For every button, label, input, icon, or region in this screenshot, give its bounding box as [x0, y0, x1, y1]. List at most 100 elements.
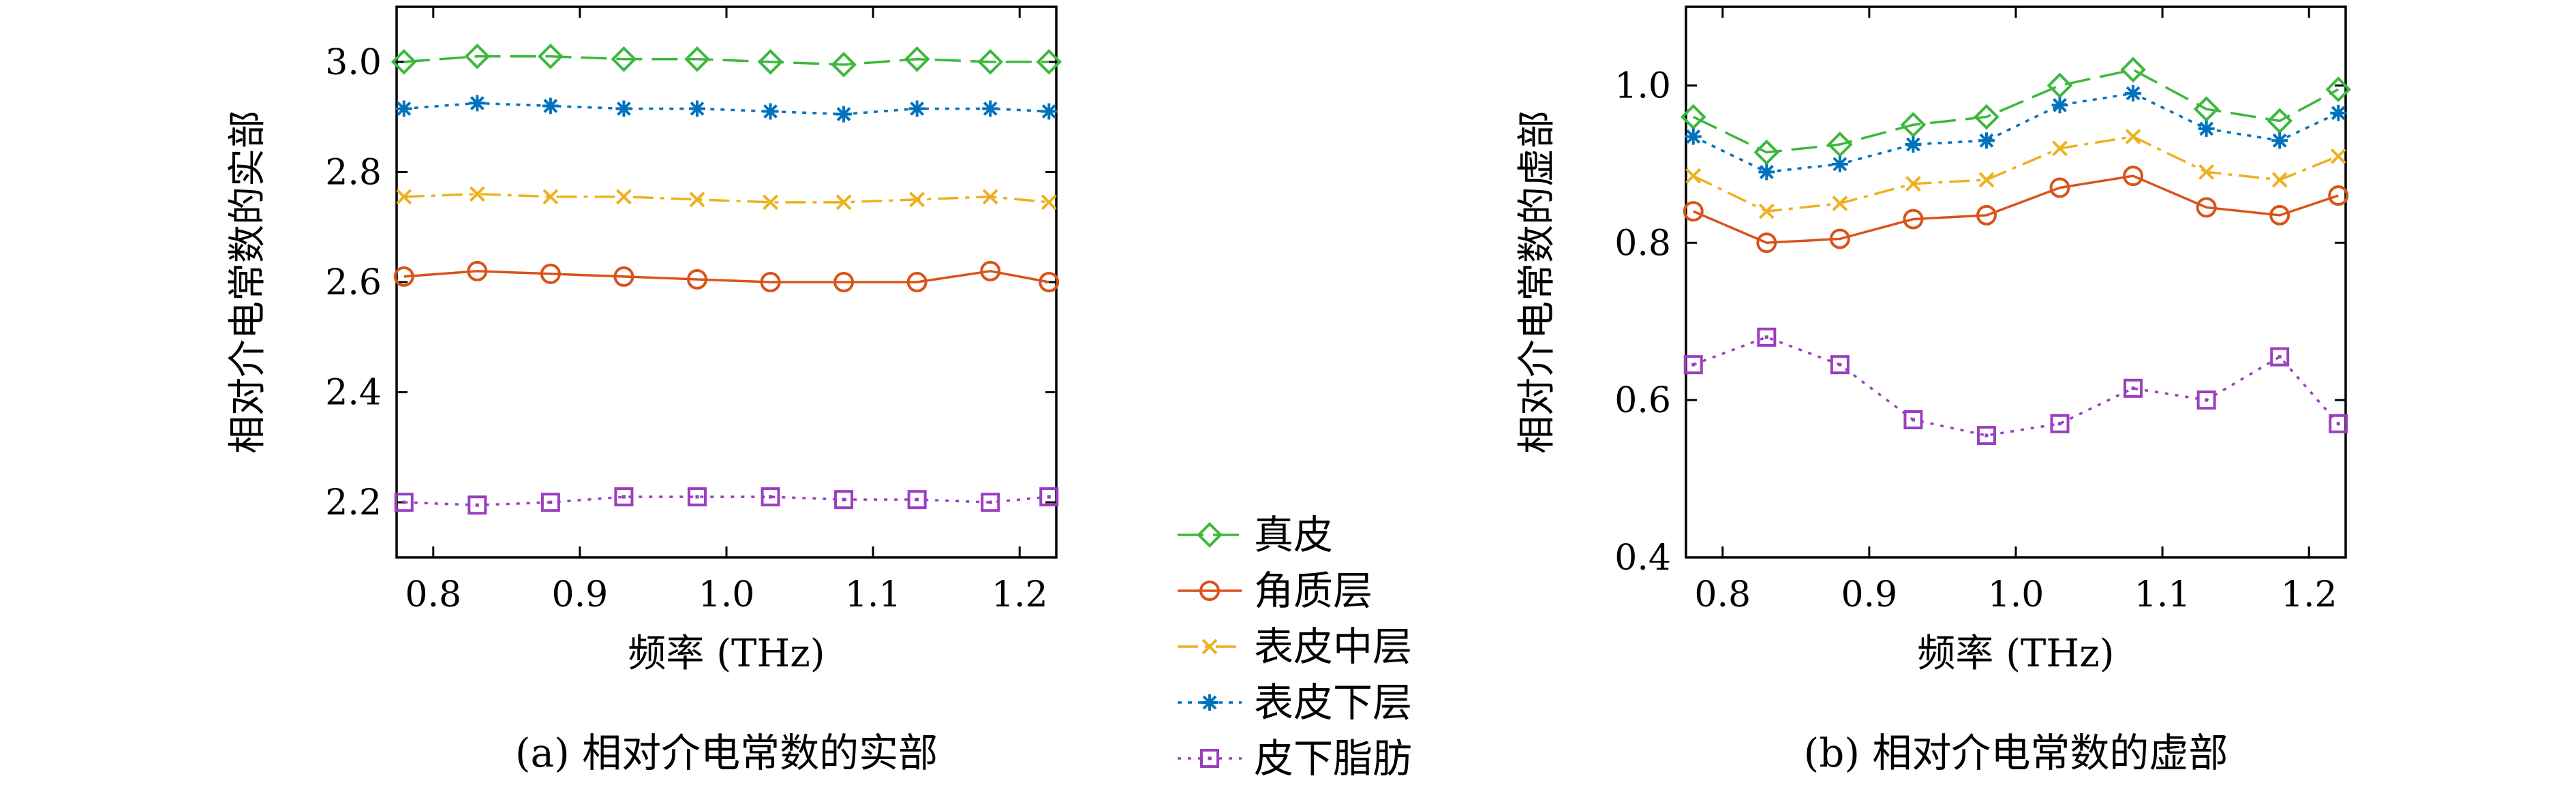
y-tick-label: 2.8 — [325, 152, 382, 193]
data-point — [908, 100, 925, 117]
data-point — [689, 191, 705, 208]
data-point — [390, 48, 417, 75]
legend-item: 表皮中层 — [1178, 623, 1412, 670]
data-point — [1832, 196, 1848, 211]
data-point — [469, 95, 486, 112]
series-line — [403, 270, 1049, 283]
data-point — [2050, 414, 2070, 433]
data-point — [1976, 204, 1997, 226]
x-axis-label: 频率 (THz) — [628, 632, 825, 676]
data-point — [1039, 272, 1060, 292]
data-point — [615, 100, 632, 117]
data-point — [469, 186, 485, 202]
data-point — [613, 266, 634, 287]
data-point — [831, 52, 857, 78]
series-line — [1693, 174, 2339, 245]
data-point — [1036, 48, 1062, 75]
data-point — [467, 260, 488, 281]
data-point — [394, 493, 414, 512]
x-tick-label: 0.9 — [552, 574, 609, 615]
data-point — [835, 194, 852, 211]
legend-item: 皮下脂肪 — [1178, 735, 1412, 782]
data-point — [2329, 414, 2348, 433]
data-point — [906, 272, 927, 292]
y-tick-label: 2.2 — [325, 482, 382, 523]
series-circle — [1683, 166, 2349, 253]
data-point — [1683, 355, 1703, 375]
data-point — [1830, 355, 1850, 375]
y-tick-label: 0.6 — [1614, 380, 1671, 421]
data-point — [2125, 84, 2142, 102]
data-point — [2046, 72, 2073, 99]
data-point — [982, 100, 999, 117]
data-point — [396, 189, 412, 205]
y-tick-label: 0.4 — [1614, 538, 1671, 578]
chart-b: 0.8 0.9 1.0 1.1 1.2 0.4 0.6 0.8 1.0 频率 (THz) 相对介电常… — [1515, 5, 2352, 776]
legend-marker — [1199, 581, 1220, 601]
series-square — [1683, 327, 2348, 446]
data-point — [2049, 177, 2070, 198]
plot-frame — [1685, 5, 2347, 559]
data-point — [835, 106, 853, 123]
legend-item: 角质层 — [1178, 568, 1373, 614]
data-point — [2198, 120, 2215, 137]
data-point — [1685, 168, 1702, 184]
data-point — [762, 103, 779, 120]
chart-a: 0.8 0.9 1.0 1.1 1.2 2.2 2.4 2.6 2.8 3.0 频率 (THz) 相对… — [226, 5, 1062, 776]
data-point — [614, 487, 634, 507]
data-point — [982, 189, 998, 205]
series-line — [1692, 68, 2340, 154]
x-tick-label: 0.9 — [1841, 574, 1898, 615]
data-point — [1757, 327, 1777, 347]
chart-caption: (a) 相对介电常数的实部 — [515, 730, 938, 776]
data-point — [1978, 172, 1995, 188]
data-point — [2123, 378, 2143, 398]
x-tick-label: 1.2 — [2281, 574, 2337, 615]
legend-label: 角质层 — [1254, 568, 1373, 614]
data-point — [464, 43, 491, 70]
data-point — [393, 266, 414, 287]
data-point — [616, 189, 632, 205]
data-point — [2193, 96, 2220, 122]
data-point — [542, 97, 559, 114]
series-diamond — [390, 43, 1062, 78]
data-point — [1903, 410, 1923, 429]
data-point — [687, 487, 707, 507]
data-point — [395, 100, 412, 117]
y-tick-label: 2.6 — [325, 262, 382, 303]
legend-label: 皮下脂肪 — [1254, 735, 1412, 782]
data-point — [2198, 164, 2215, 180]
x-tick-label: 1.1 — [2134, 574, 2191, 615]
series-line — [1693, 335, 2340, 437]
data-point — [2271, 172, 2288, 188]
legend-item: 真皮 — [1178, 512, 1333, 558]
data-point — [538, 43, 564, 70]
data-point — [684, 46, 710, 72]
data-point — [977, 48, 1004, 75]
data-point — [761, 487, 780, 507]
data-point — [686, 268, 707, 290]
legend-item: 表皮下层 — [1178, 679, 1412, 726]
data-point — [2196, 390, 2216, 410]
data-point — [1829, 228, 1850, 249]
data-point — [2125, 129, 2141, 144]
data-point — [2267, 108, 2293, 134]
data-point — [1831, 155, 1848, 172]
series-line — [1692, 135, 2339, 213]
data-point — [542, 189, 559, 205]
chart-caption: (b) 相对介电常数的虚部 — [1804, 730, 2228, 776]
data-point — [2330, 104, 2347, 121]
y-tick-label: 1.0 — [1614, 65, 1671, 106]
x-tick-label: 1.2 — [992, 574, 1048, 615]
legend-label: 真皮 — [1254, 512, 1333, 558]
x-tick-label: 0.8 — [1694, 574, 1751, 615]
data-point — [980, 260, 1001, 281]
data-point — [1827, 132, 1853, 157]
data-point — [2052, 140, 2068, 157]
data-point — [1903, 209, 1924, 230]
data-point — [1683, 201, 1704, 222]
data-point — [540, 493, 560, 512]
x-tick-label: 1.0 — [699, 574, 755, 615]
data-point — [1756, 232, 1777, 253]
y-axis-label: 相对介电常数的虚部 — [1515, 110, 1559, 454]
